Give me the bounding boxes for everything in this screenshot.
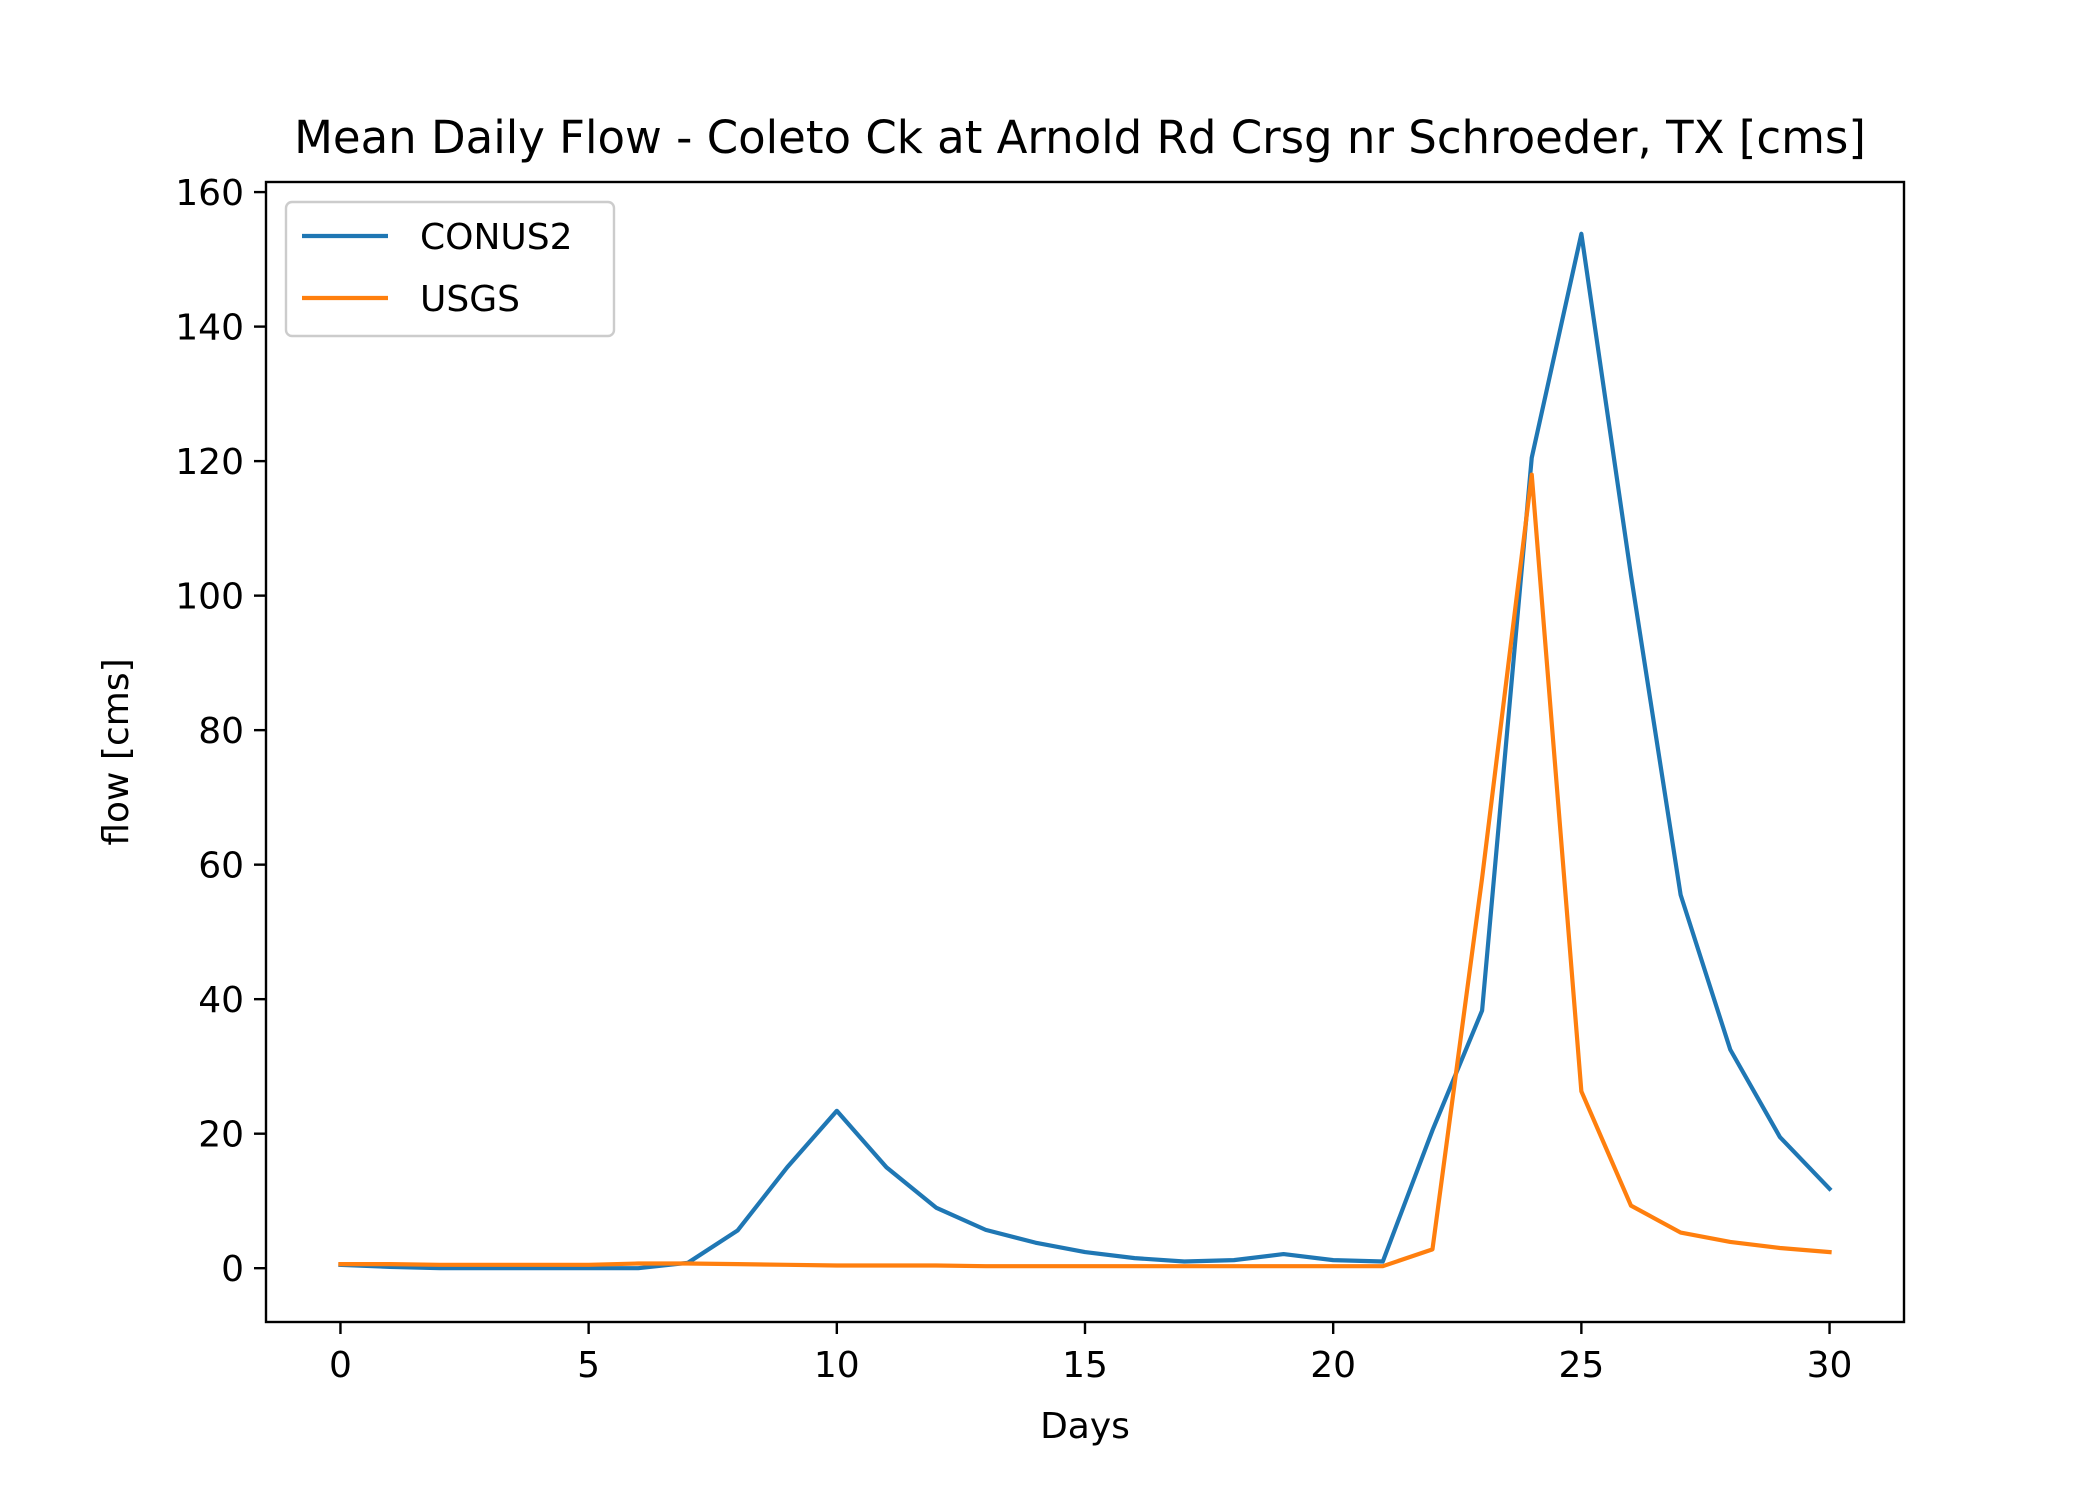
y-axis: 0 20 40 60 80 100 120 140 160	[175, 173, 266, 1290]
y-axis-label: flow [cms]	[96, 658, 137, 845]
x-tick-label: 20	[1310, 1345, 1356, 1386]
x-tick-label: 0	[329, 1345, 352, 1386]
x-tick-label: 25	[1558, 1345, 1604, 1386]
legend-label-usgs: USGS	[420, 279, 520, 320]
y-tick-label: 0	[221, 1249, 244, 1290]
y-tick-label: 60	[198, 846, 244, 887]
y-tick-label: 160	[175, 173, 244, 214]
y-tick-label: 40	[198, 980, 244, 1021]
y-tick-label: 100	[175, 577, 244, 618]
x-tick-label: 5	[577, 1345, 600, 1386]
y-tick-label: 80	[198, 711, 244, 752]
x-tick-label: 30	[1807, 1345, 1853, 1386]
y-tick-label: 20	[198, 1115, 244, 1156]
series-line-usgs	[338, 472, 1832, 1269]
legend: CONUS2 USGS	[284, 200, 616, 338]
x-tick-label: 15	[1062, 1345, 1108, 1386]
plot-lines	[338, 231, 1833, 1271]
y-tick-label: 140	[175, 308, 244, 349]
series-line-conus2	[338, 231, 1833, 1271]
chart-title: Mean Daily Flow - Coleto Ck at Arnold Rd…	[294, 111, 1866, 164]
x-axis-label: Days	[1040, 1406, 1130, 1447]
x-tick-label: 10	[814, 1345, 860, 1386]
legend-label-conus2: CONUS2	[420, 217, 573, 258]
y-tick-label: 120	[175, 442, 244, 483]
x-axis: 0 5 10 15 20 25 30	[329, 1322, 1852, 1386]
